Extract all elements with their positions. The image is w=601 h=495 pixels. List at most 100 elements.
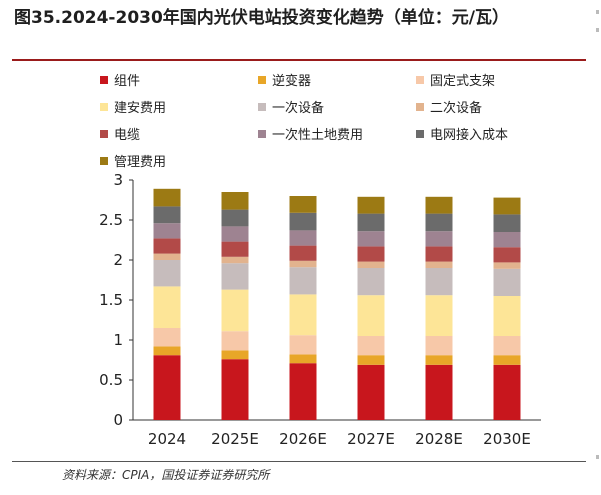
bar-segment: [425, 336, 453, 356]
legend-label: 一次设备: [272, 101, 325, 116]
chart-title: 图35.2024-2030年国内光伏电站投资变化趋势（单位：元/瓦）: [14, 8, 510, 28]
bar-segment: [153, 238, 181, 254]
source-note: 资料来源：CPIA，国投证券证券研究所: [62, 468, 270, 482]
bar-segment: [425, 295, 453, 336]
bar-segment: [289, 196, 317, 213]
bar-segment: [425, 231, 453, 247]
y-tick-label: 1.5: [99, 291, 123, 309]
bar-segment: [153, 260, 181, 287]
bar-segment: [289, 294, 317, 336]
legend-swatch: [100, 129, 108, 138]
bar-segment: [221, 209, 249, 227]
legend-item: 固定式支架: [416, 70, 495, 89]
bar-segment: [357, 295, 385, 336]
bar-segment: [153, 223, 181, 239]
legend-label: 逆变器: [272, 74, 312, 89]
y-tick-label: 2.5: [99, 211, 123, 229]
bar-segment: [493, 336, 521, 356]
bar-segment: [425, 246, 453, 262]
bar-segment: [221, 256, 249, 264]
legend-swatch: [100, 156, 108, 165]
y-tick-label: 1: [113, 331, 123, 349]
x-tick-label: 2024: [148, 430, 186, 448]
bar-segment: [357, 246, 385, 262]
bar-segment: [221, 289, 249, 332]
legend-swatch: [258, 102, 266, 111]
legend-item: 电网接入成本: [416, 124, 508, 143]
bar-segment: [221, 263, 249, 290]
bar-segment: [357, 261, 385, 268]
bar-segment: [153, 355, 181, 420]
source-divider: [12, 461, 586, 462]
bar-segment: [357, 336, 385, 356]
bar-segment: [221, 331, 249, 351]
bar-segment: [153, 206, 181, 224]
legend-swatch: [100, 75, 108, 84]
edge-mark: [596, 10, 599, 14]
bar-segment: [425, 261, 453, 268]
bar-segment: [221, 350, 249, 360]
bar-segment: [357, 364, 385, 420]
y-tick-label: 3: [113, 171, 123, 189]
legend-label: 一次性土地费用: [272, 128, 364, 143]
legend-swatch: [258, 129, 266, 138]
legend-item: 管理费用: [100, 151, 166, 170]
legend-item: 建安费用: [100, 97, 166, 116]
legend-label: 固定式支架: [430, 74, 496, 89]
legend-label: 电缆: [114, 128, 141, 143]
legend-item: 电缆: [100, 124, 140, 143]
bar-segment: [493, 355, 521, 365]
bar-segment: [221, 226, 249, 242]
bar-segment: [357, 231, 385, 247]
legend-label: 电网接入成本: [430, 128, 509, 143]
bar-segment: [221, 359, 249, 420]
x-tick-label: 2030E: [483, 430, 531, 448]
bar-segment: [289, 363, 317, 420]
bar-segment: [425, 213, 453, 232]
y-tick-label: 0.5: [99, 371, 123, 389]
legend-swatch: [416, 75, 424, 84]
y-tick-label: 0: [113, 411, 123, 429]
legend-swatch: [416, 129, 424, 138]
edge-mark: [596, 28, 599, 32]
legend-item: 一次设备: [258, 97, 324, 116]
legend-label: 管理费用: [114, 155, 167, 170]
bar-segment: [153, 346, 181, 356]
bar-segment: [289, 260, 317, 268]
bar-segment: [289, 335, 317, 355]
bar-segment: [153, 188, 181, 207]
bar-segment: [493, 364, 521, 420]
bar-segment: [493, 232, 521, 248]
x-tick-label: 2028E: [415, 430, 463, 448]
legend-item: 一次性土地费用: [258, 124, 363, 143]
bar-segment: [493, 268, 521, 296]
bar-segment: [357, 196, 385, 214]
title-divider: [12, 59, 586, 61]
bar-segment: [153, 253, 181, 260]
bar-segment: [289, 354, 317, 364]
legend-label: 建安费用: [114, 101, 167, 116]
x-tick-label: 2026E: [279, 430, 327, 448]
legend-label: 组件: [114, 74, 141, 89]
bar-segment: [289, 212, 317, 231]
legend-swatch: [258, 75, 266, 84]
bar-segment: [153, 328, 181, 347]
bar-segment: [493, 296, 521, 336]
bar-segment: [289, 245, 317, 261]
bar-segment: [425, 268, 453, 296]
x-tick-label: 2025E: [211, 430, 259, 448]
edge-mark: [596, 455, 599, 459]
bar-segment: [493, 214, 521, 232]
bar-segment: [221, 192, 249, 210]
bar-segment: [493, 197, 521, 215]
x-tick-label: 2027E: [347, 430, 395, 448]
legend-swatch: [100, 102, 108, 111]
legend-label: 二次设备: [430, 101, 483, 116]
bar-segment: [357, 268, 385, 296]
bar-segment: [425, 355, 453, 365]
bar-segment: [289, 230, 317, 246]
bar-segment: [425, 364, 453, 420]
legend-item: 二次设备: [416, 97, 482, 116]
bar-segment: [493, 247, 521, 263]
